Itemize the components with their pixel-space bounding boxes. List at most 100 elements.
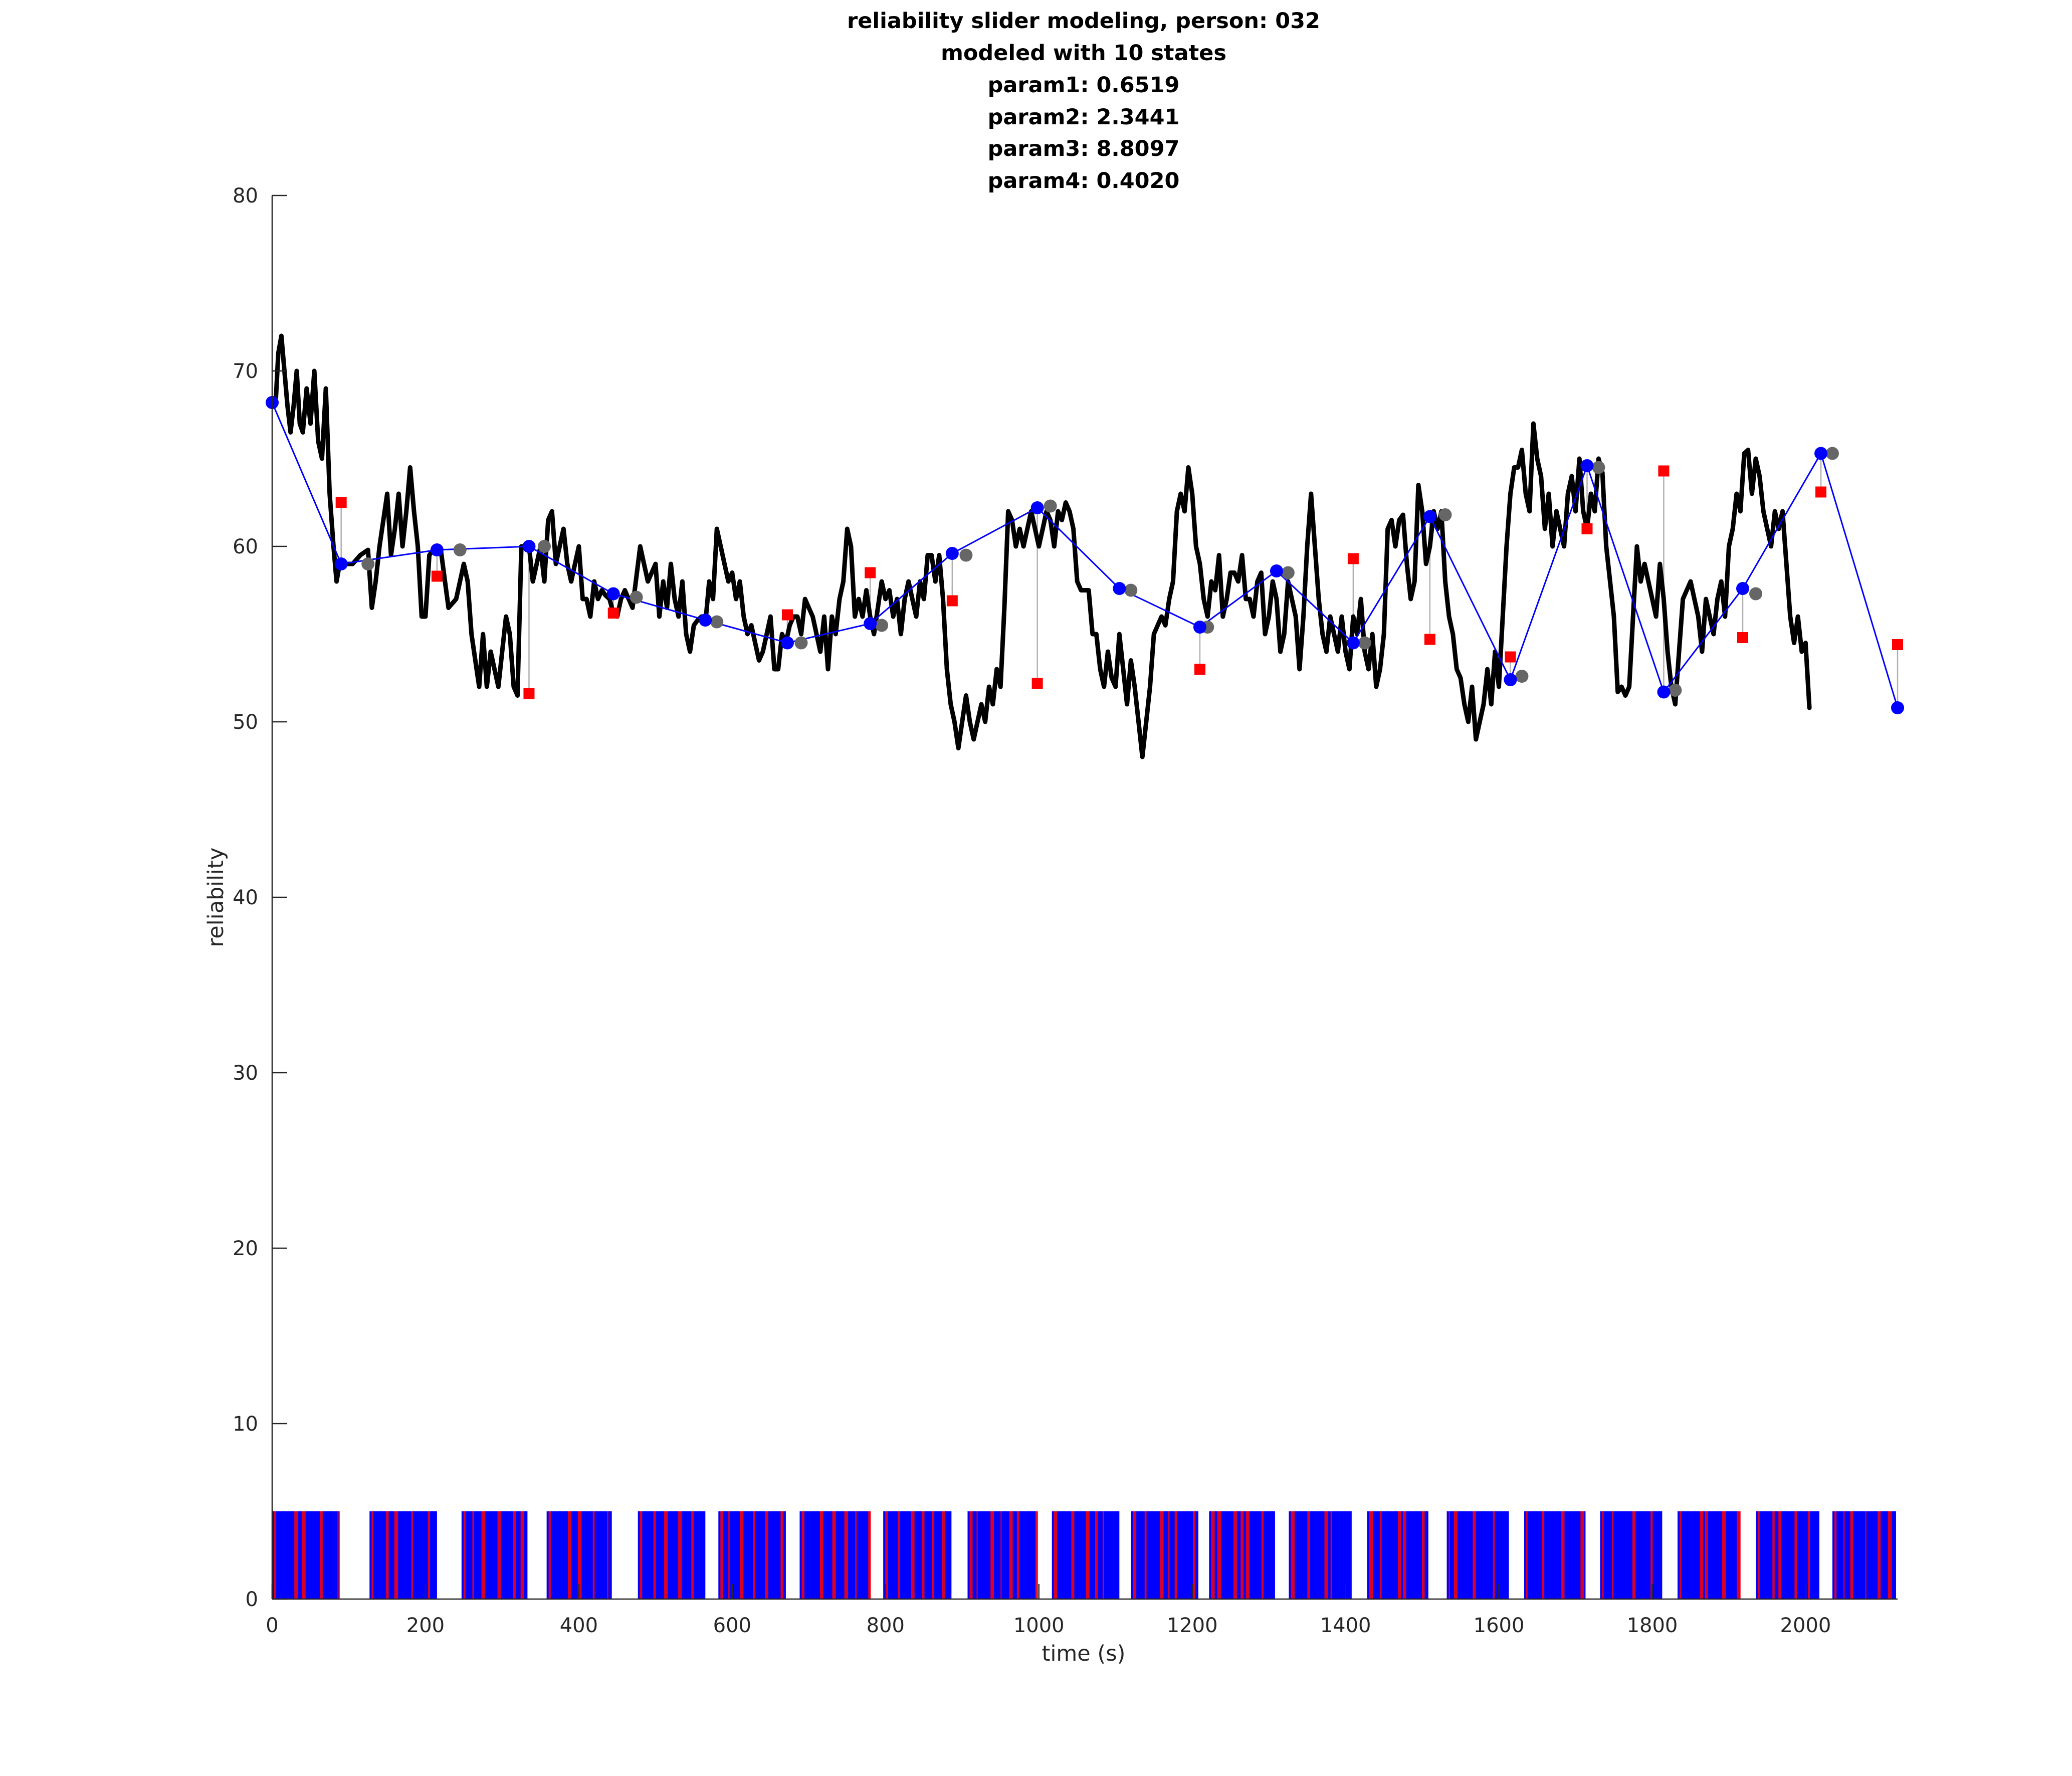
raster-red-bar — [1403, 1511, 1406, 1599]
raster-red-bar — [1736, 1511, 1741, 1599]
raster-red-bar — [302, 1511, 306, 1599]
grey-point — [1669, 684, 1682, 697]
red-point — [781, 609, 793, 621]
model-point — [699, 614, 712, 627]
y-tick-label: 30 — [233, 1062, 258, 1085]
grey-point — [794, 636, 808, 650]
raster-red-bar — [274, 1511, 276, 1599]
grey-point — [453, 543, 467, 556]
model-point — [1736, 582, 1749, 595]
raster-red-bar — [497, 1511, 501, 1599]
title-line-3: param1: 0.6519 — [988, 73, 1180, 98]
raster-red-bar — [386, 1511, 389, 1599]
red-point — [607, 608, 619, 619]
raster-red-bar — [1888, 1511, 1892, 1599]
raster-red-bar — [320, 1511, 323, 1599]
grey-point — [1358, 636, 1371, 650]
model-point — [1423, 510, 1436, 523]
raster-red-bar — [1878, 1511, 1881, 1599]
x-axis-label: time (s) — [1042, 1641, 1126, 1666]
x-tick-label: 1200 — [1167, 1614, 1218, 1637]
raster-red-bar — [653, 1511, 656, 1599]
raster-red-bar — [463, 1511, 466, 1599]
grey-point — [361, 557, 375, 570]
raster-red-bar — [1493, 1511, 1495, 1599]
raster-block — [1677, 1511, 1741, 1599]
y-ticks: 0 10 20 30 40 50 60 70 80 — [233, 184, 287, 1611]
raster-red-bar — [976, 1511, 978, 1599]
raster-red-bar — [1168, 1511, 1170, 1599]
red-point — [1892, 639, 1903, 650]
raster-red-bar — [720, 1511, 723, 1599]
x-tick-label: 1800 — [1627, 1614, 1678, 1637]
grey-point — [1592, 461, 1605, 474]
raster-red-bar — [1758, 1511, 1760, 1599]
raster-red-bar — [1843, 1511, 1845, 1599]
raster-red-bar — [1772, 1511, 1775, 1599]
raster-red-bar — [1086, 1511, 1090, 1599]
raster-red-bar — [1612, 1511, 1614, 1599]
red-point — [1347, 553, 1359, 564]
model-line-layer — [271, 402, 1899, 708]
axes: 0 10 20 30 40 50 60 70 80 0 200 400 600 800 1000 1200 1… — [233, 184, 1898, 1637]
raster-block — [461, 1511, 528, 1599]
raster-red-bar — [428, 1511, 431, 1599]
raster-red-bar — [911, 1511, 915, 1599]
raster-red-bar — [472, 1511, 474, 1599]
model-point — [1346, 636, 1360, 650]
red-point — [431, 570, 443, 582]
raster-block — [1832, 1511, 1896, 1599]
model-point — [430, 543, 444, 556]
raster-red-bar — [1071, 1511, 1075, 1599]
raster-red-bar — [371, 1511, 373, 1599]
grey-point — [1749, 587, 1763, 601]
y-tick-label: 10 — [233, 1413, 258, 1436]
raster-red-bar — [1700, 1511, 1704, 1599]
red-point — [335, 497, 347, 508]
raster-block — [967, 1511, 1037, 1599]
raster-block — [1367, 1511, 1428, 1599]
grey-point — [1515, 670, 1529, 683]
raster-red-bar — [1233, 1511, 1237, 1599]
raster-red-bar — [1000, 1511, 1002, 1599]
x-tick-label: 800 — [867, 1614, 905, 1637]
grey-point — [875, 619, 889, 632]
title-line-2: modeled with 10 states — [941, 41, 1226, 66]
raster-red-bar — [832, 1511, 836, 1599]
x-tick-label: 1000 — [1013, 1614, 1065, 1637]
raster-red-bar — [337, 1511, 339, 1599]
y-tick-label: 60 — [233, 535, 258, 558]
raster-red-bar — [481, 1511, 486, 1599]
raster-red-bar — [568, 1511, 571, 1599]
raster-red-bar — [520, 1511, 524, 1599]
model-point — [1030, 501, 1044, 514]
y-tick-label: 0 — [246, 1588, 258, 1611]
raster-red-bar — [1561, 1511, 1565, 1599]
raster-red-bar — [932, 1511, 935, 1599]
y-tick-label: 40 — [233, 886, 258, 909]
raster-red-bar — [294, 1511, 298, 1599]
y-axis-label: reliability — [203, 848, 229, 947]
red-point — [1505, 651, 1516, 663]
grey-point — [1044, 499, 1057, 513]
raster-red-bar — [1035, 1511, 1039, 1599]
raster-red-bar — [1778, 1511, 1782, 1599]
grey-point — [959, 548, 973, 562]
raster-red-bar — [922, 1511, 925, 1599]
raster-red-bar — [607, 1511, 608, 1599]
title-line-5: param3: 8.8097 — [988, 136, 1180, 161]
y-tick-label: 50 — [233, 711, 258, 734]
raster-block — [1289, 1511, 1352, 1599]
raster-red-bar — [1369, 1511, 1373, 1599]
raster-red-bar — [1526, 1511, 1528, 1599]
title-line-6: param4: 0.4020 — [988, 168, 1180, 193]
x-tick-label: 400 — [560, 1614, 598, 1637]
slider-line — [270, 333, 1812, 759]
raster-red-bar — [513, 1511, 516, 1599]
y-tick-label: 70 — [233, 360, 258, 383]
y-tick-label: 80 — [233, 184, 258, 208]
raster-red-bar — [1602, 1511, 1604, 1599]
x-tick-label: 1400 — [1320, 1614, 1371, 1637]
raster-red-bar — [1808, 1511, 1810, 1599]
